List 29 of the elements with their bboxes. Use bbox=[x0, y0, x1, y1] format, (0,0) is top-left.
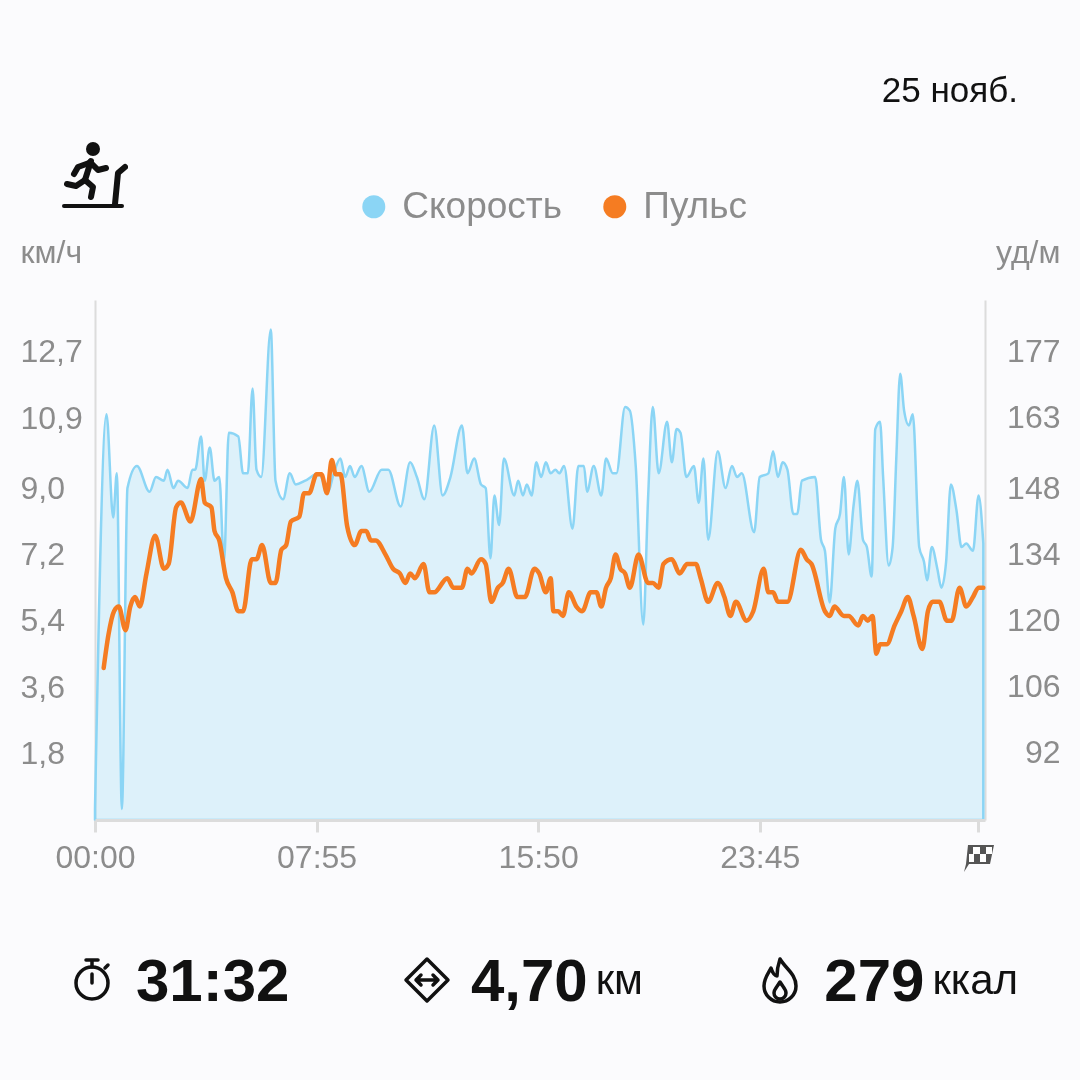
y-tick-label: 12,7 bbox=[20, 333, 83, 370]
x-tick-label: 23:45 bbox=[720, 838, 801, 875]
y-tick-label: 7,2 bbox=[20, 535, 65, 572]
y2-tick-label: 163 bbox=[1007, 399, 1061, 436]
line-series bbox=[101, 457, 986, 671]
y2-tick-label: 177 bbox=[1007, 332, 1061, 369]
y2-axis-title: уд/м bbox=[996, 233, 1061, 270]
y2-tick-label: 120 bbox=[1007, 602, 1061, 639]
y-tick-label: 10,9 bbox=[20, 399, 83, 436]
text: 4,70 bbox=[470, 945, 588, 1015]
y2-tick-label: 106 bbox=[1007, 668, 1061, 705]
y-tick-label: 1,8 bbox=[20, 735, 65, 772]
text: км bbox=[595, 956, 643, 1004]
text: 25 нояб. bbox=[881, 70, 1018, 110]
y-tick-label: 5,4 bbox=[20, 602, 65, 639]
text: 279 bbox=[824, 945, 925, 1015]
y2-tick-label: 134 bbox=[1007, 536, 1061, 573]
y-tick-label: 3,6 bbox=[20, 668, 65, 705]
y-axis-title: км/ч bbox=[20, 233, 83, 270]
text: 31:32 bbox=[136, 945, 290, 1015]
x-tick-label: 15:50 bbox=[498, 838, 579, 875]
x-tick-label: 07:55 bbox=[277, 838, 358, 875]
text: ккал bbox=[932, 956, 1018, 1004]
y2-tick-label: 148 bbox=[1007, 469, 1061, 506]
x-tick-label: 00:00 bbox=[55, 838, 136, 875]
y2-tick-label: 92 bbox=[1024, 734, 1061, 771]
legend-label: Скорость bbox=[402, 184, 563, 226]
y-tick-label: 9,0 bbox=[20, 469, 65, 506]
legend-label: Пульс bbox=[643, 184, 747, 226]
